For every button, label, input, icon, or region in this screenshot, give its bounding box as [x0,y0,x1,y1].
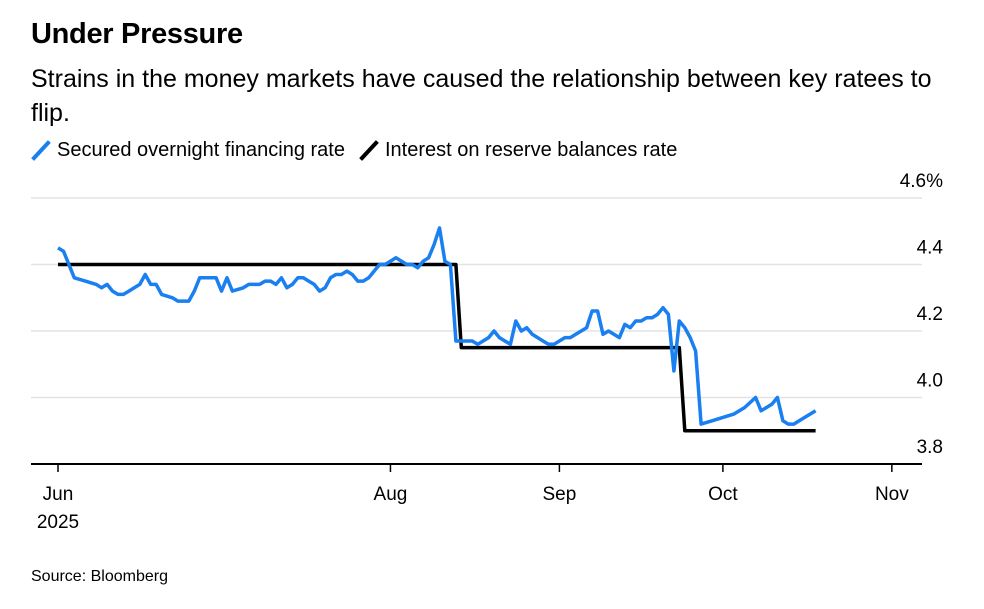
x-tick-label: Nov [875,484,909,505]
y-tick-label: 4.6% [900,171,943,192]
chart-title: Under Pressure [31,18,243,50]
source-note: Source: Bloomberg [31,568,168,585]
legend-swatch-iorb [359,140,379,161]
series-line-iorb [58,262,816,433]
x-tick-label: Jun [43,484,74,505]
y-tick-label: 4.0 [917,371,943,392]
series-line-sofr [57,226,817,426]
x-tick-label: Sep [542,484,576,505]
legend: Secured overnight financing rate Interes… [31,138,691,162]
legend-label-iorb: Interest on reserve balances rate [384,138,678,161]
y-tick-label: 3.8 [917,437,943,458]
y-tick-label: 4.2 [917,304,943,325]
legend-swatch-sofr [31,140,51,161]
y-tick-label: 4.4 [917,238,944,259]
x-tick-label: Aug [374,484,408,505]
chart-subtitle: Strains in the money markets have caused… [31,65,932,127]
x-tick-label: Oct [708,484,738,505]
x-tick-sublabel: 2025 [37,512,79,533]
legend-item-sofr: Secured overnight financing rate [31,138,345,162]
legend-label-sofr: Secured overnight financing rate [57,138,345,161]
legend-item-iorb: Interest on reserve balances rate [359,138,677,162]
